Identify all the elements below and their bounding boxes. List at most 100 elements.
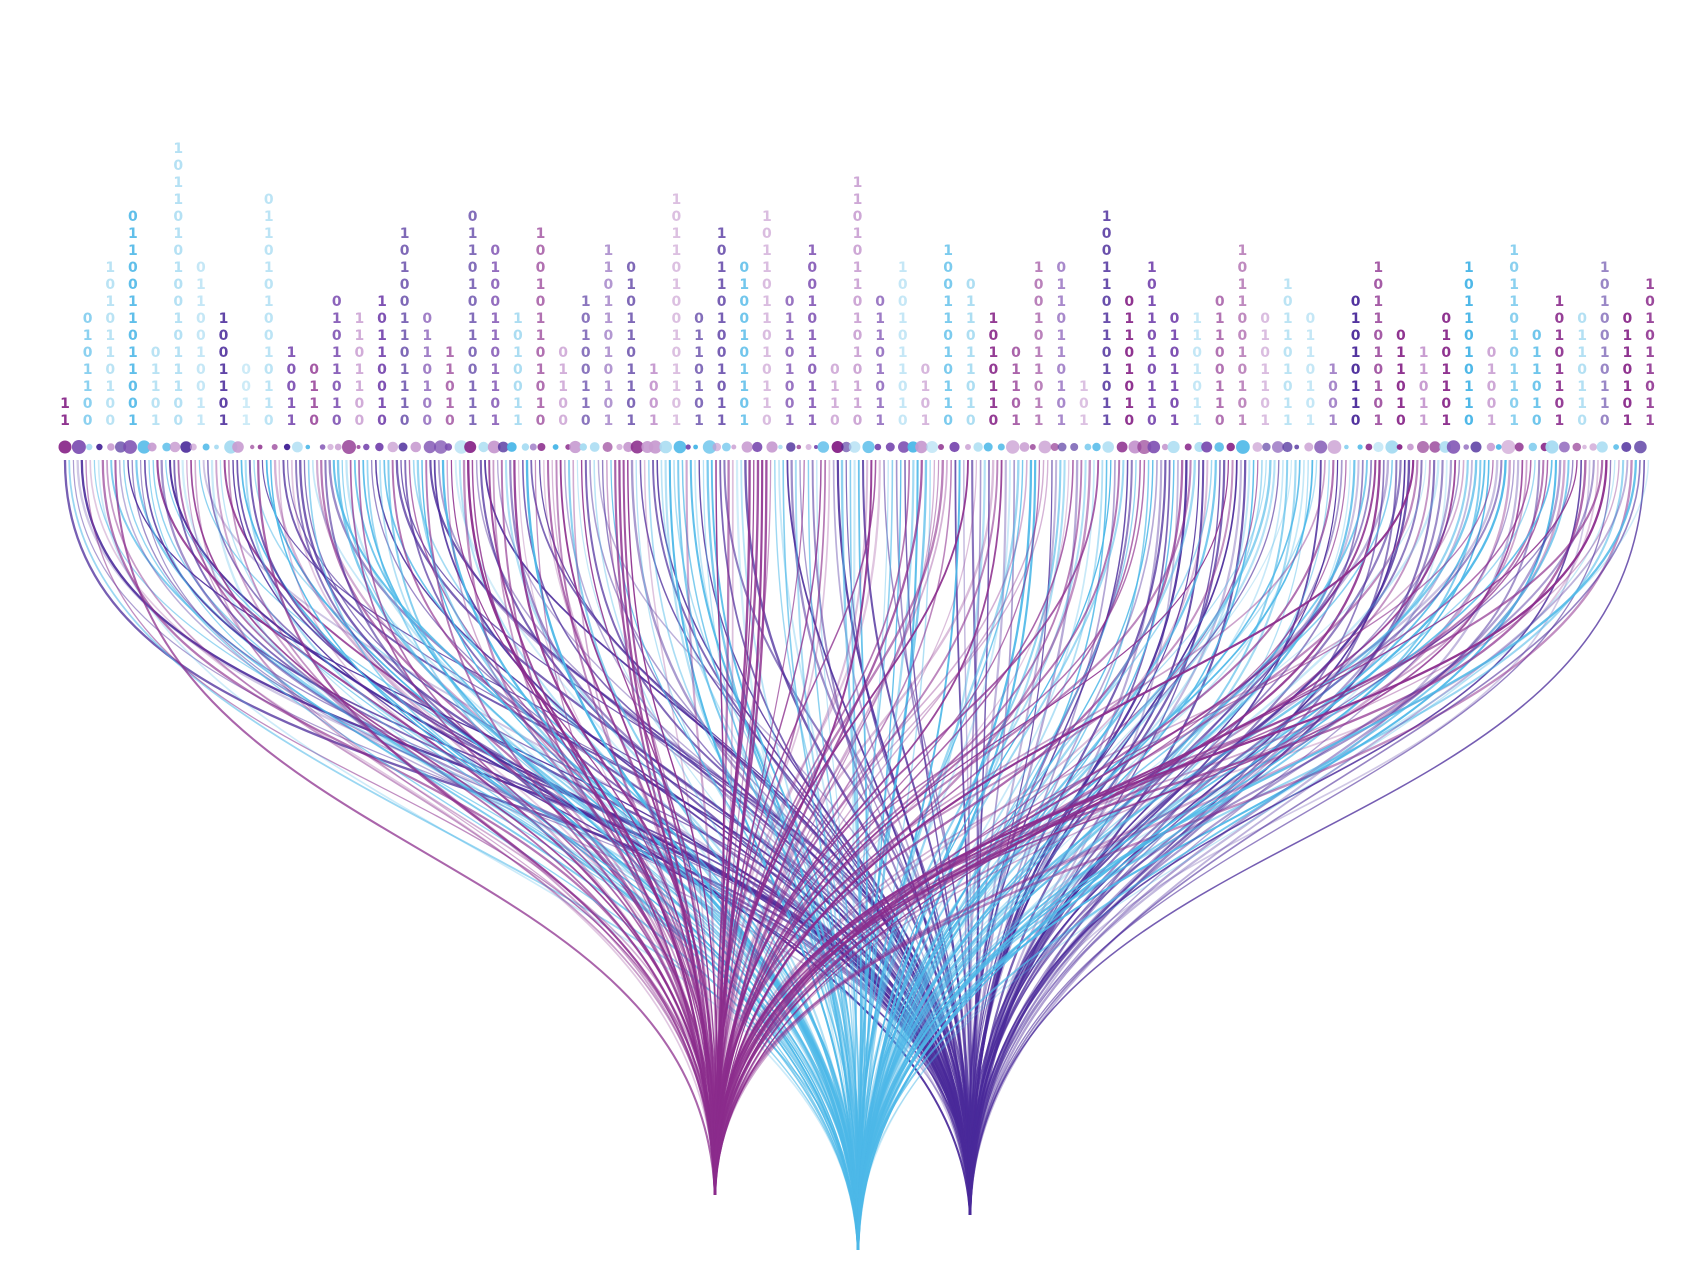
binary-column: 11: [57, 396, 73, 430]
dot: [1528, 442, 1538, 452]
curve: [969, 459, 1612, 1216]
binary-column: 1001: [646, 362, 662, 430]
curve: [165, 459, 859, 1251]
binary-column: 101101011: [1280, 277, 1296, 430]
dot: [162, 442, 172, 452]
dot: [387, 441, 399, 453]
dot: [1446, 440, 1461, 454]
dot: [1226, 442, 1235, 452]
dot: [1050, 443, 1059, 451]
dot: [898, 441, 910, 453]
curve: [370, 459, 971, 1216]
curve: [969, 459, 990, 1216]
curve: [714, 459, 1578, 1196]
dot: [786, 442, 796, 452]
curve: [968, 459, 1058, 1216]
binary-column: 10011: [283, 345, 299, 430]
dot: [487, 440, 501, 454]
dot: [1201, 441, 1213, 453]
curve: [273, 459, 717, 1196]
dot: [169, 441, 181, 453]
curve: [735, 459, 860, 1251]
curve: [857, 459, 1213, 1251]
binary-column: 01001: [1484, 345, 1500, 430]
curve: [968, 459, 1322, 1216]
dot: [1486, 442, 1496, 452]
curve: [713, 459, 1545, 1196]
binary-column: 1001: [1325, 362, 1341, 430]
dot: [202, 443, 210, 451]
curve: [794, 459, 859, 1251]
dot: [659, 440, 672, 454]
curve: [714, 459, 1146, 1196]
curve: [307, 459, 859, 1251]
dot: [283, 443, 291, 451]
binary-column: 0110100: [419, 311, 435, 430]
binary-column: 011010: [1529, 328, 1545, 430]
curve: [702, 459, 859, 1251]
dot: [529, 443, 537, 451]
curve: [857, 459, 1314, 1251]
binary-column: 100101101010: [533, 226, 549, 430]
dot: [1184, 443, 1192, 451]
curve: [969, 459, 1582, 1216]
binary-column: 0110110: [1574, 311, 1590, 430]
curve: [857, 459, 1104, 1251]
dot: [1236, 440, 1250, 454]
dot: [741, 441, 753, 453]
curve: [290, 459, 716, 1196]
binary-column: 101011011: [1642, 277, 1658, 430]
dot: [363, 443, 370, 451]
dot: [342, 440, 356, 454]
dot: [506, 442, 517, 452]
dot: [1463, 444, 1469, 450]
curve: [713, 459, 827, 1196]
curve: [194, 459, 716, 1196]
dot: [410, 441, 422, 453]
dot: [814, 445, 818, 449]
curve: [969, 459, 1629, 1216]
curve: [856, 459, 1020, 1251]
dot: [862, 440, 875, 454]
curve: [606, 459, 716, 1196]
dot: [189, 443, 197, 451]
dot: [589, 442, 600, 452]
binary-column: 01010110: [1348, 294, 1364, 430]
binary-column: 0101101: [1438, 311, 1454, 430]
dot: [722, 442, 731, 452]
curve: [580, 459, 717, 1196]
dot: [874, 443, 882, 451]
binary-column: 0100101101: [736, 260, 752, 430]
curve: [968, 459, 1595, 1216]
curve: [467, 459, 717, 1196]
dot: [712, 442, 722, 452]
curve: [856, 459, 1482, 1251]
binary-column: 01101010: [1121, 294, 1137, 430]
curve: [106, 459, 716, 1196]
dot: [137, 440, 151, 454]
binary-column: 10101101: [1551, 294, 1567, 430]
curve: [861, 459, 972, 1216]
binary-column: 0110: [827, 362, 843, 430]
dots: [58, 440, 1647, 454]
binary-column: 1101011: [1189, 311, 1205, 430]
dot: [1252, 442, 1263, 452]
binary-column: 1001101: [216, 311, 232, 430]
binary-column: 101: [1076, 379, 1092, 430]
dot: [1514, 442, 1524, 452]
dot: [1214, 442, 1224, 452]
curve: [685, 459, 717, 1196]
curve: [332, 459, 860, 1251]
binary-column: 0101101101: [623, 260, 639, 430]
curve: [832, 459, 971, 1216]
binary-column: 1011010110: [1461, 260, 1477, 430]
dot: [232, 441, 244, 453]
curve: [969, 459, 1641, 1216]
curve: [622, 459, 717, 1196]
curve: [713, 459, 1633, 1196]
dot: [454, 440, 469, 454]
dot: [766, 441, 778, 453]
curve: [967, 459, 1133, 1216]
binary-columns: 11 0101100 1010110100 0110011011001 01101 101…: [57, 141, 1658, 430]
